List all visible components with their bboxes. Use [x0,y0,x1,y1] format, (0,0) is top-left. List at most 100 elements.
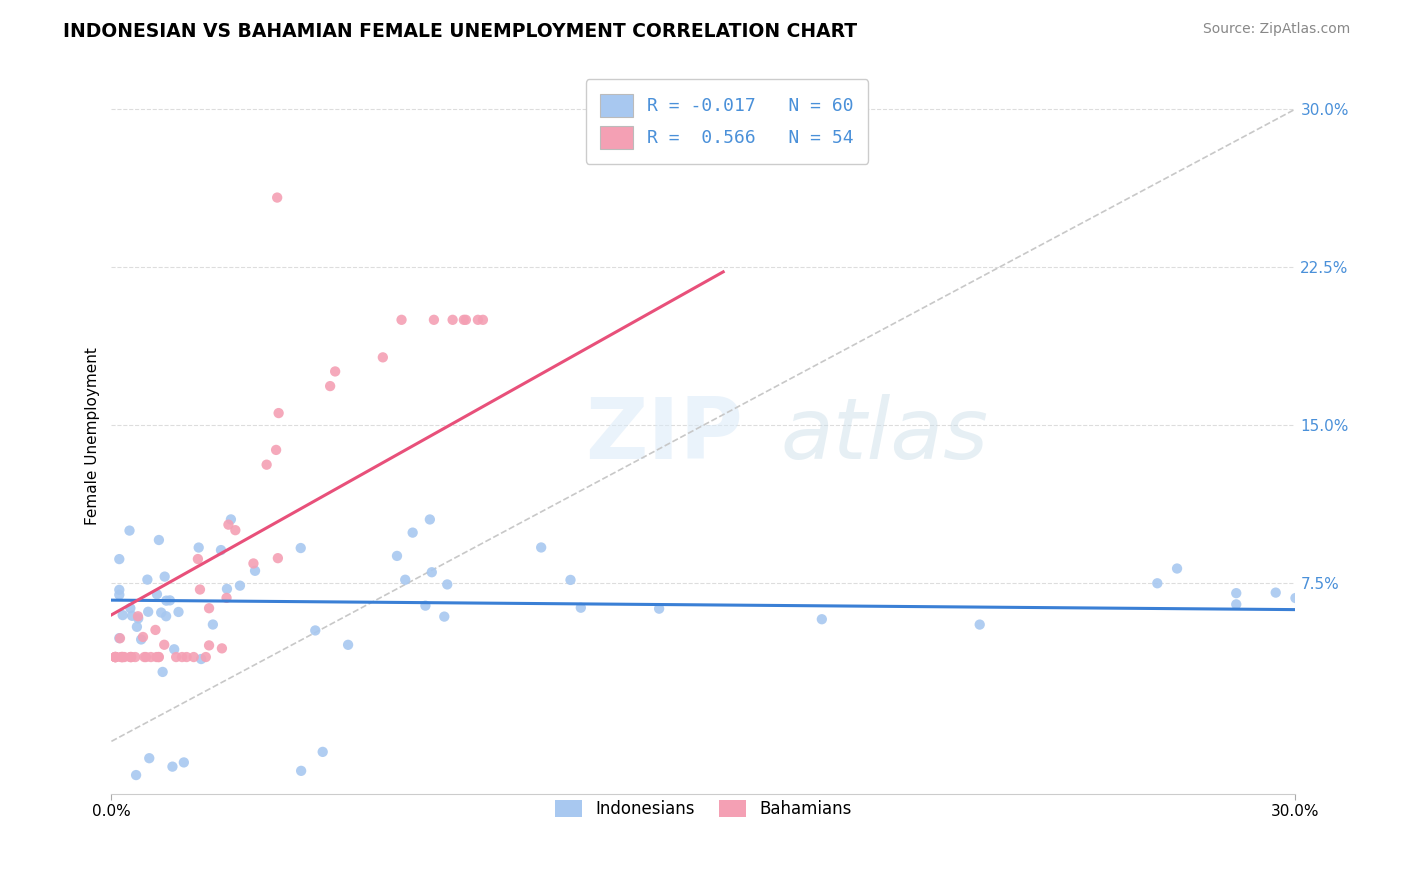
Point [111,650,134,665]
Point [136,605,159,619]
Point [127,611,149,625]
Point [146,587,169,601]
Point [1166,561,1188,575]
Point [394,573,416,587]
Point [136,573,159,587]
Point [121,608,143,623]
Point [243,564,266,578]
Point [1225,598,1247,612]
Text: INDONESIAN VS BAHAMIAN FEMALE UNEMPLOYMENT CORRELATION CHART: INDONESIAN VS BAHAMIAN FEMALE UNEMPLOYME… [63,22,858,41]
Point [1146,576,1168,591]
Point [471,313,494,327]
Point [1264,585,1286,599]
Point [323,364,346,378]
Point [150,606,173,620]
Point [111,650,134,665]
Point [267,406,290,420]
Point [267,551,290,566]
Point [433,609,456,624]
Y-axis label: Female Unemployment: Female Unemployment [86,347,100,524]
Point [114,650,136,665]
Point [290,764,312,778]
Point [135,650,157,665]
Text: Source: ZipAtlas.com: Source: ZipAtlas.com [1202,22,1350,37]
Point [108,552,131,566]
Text: atlas: atlas [780,394,988,477]
Point [167,605,190,619]
Point [217,517,239,532]
Point [155,593,177,607]
Point [120,650,142,665]
Point [224,523,246,537]
Point [215,591,238,605]
Text: ZIP: ZIP [585,394,742,477]
Point [266,190,288,204]
Point [120,650,142,665]
Point [134,650,156,665]
Point [391,313,413,327]
Point [811,612,834,626]
Point [183,650,205,665]
Point [190,652,212,666]
Point [145,623,167,637]
Point [153,638,176,652]
Point [242,557,264,571]
Point [530,541,553,555]
Point [124,650,146,665]
Point [1225,586,1247,600]
Point [371,351,394,365]
Point [337,638,360,652]
Point [201,617,224,632]
Point [969,617,991,632]
Point [127,609,149,624]
Point [1284,591,1306,605]
Point [120,601,142,615]
Point [139,650,162,665]
Point [108,588,131,602]
Point [163,642,186,657]
Point [453,313,475,327]
Point [153,569,176,583]
Point [162,759,184,773]
Point [187,552,209,566]
Point [120,650,142,665]
Point [215,582,238,596]
Point [211,641,233,656]
Point [138,751,160,765]
Point [155,609,177,624]
Point [467,313,489,327]
Point [148,533,170,547]
Point [148,650,170,665]
Point [420,566,443,580]
Point [108,631,131,645]
Point [436,577,458,591]
Point [187,541,209,555]
Point [441,313,464,327]
Point [648,601,671,615]
Point [569,600,592,615]
Point [125,620,148,634]
Point [188,582,211,597]
Point [312,745,335,759]
Point [385,549,408,563]
Point [454,313,477,327]
Point [145,650,167,665]
Legend: Indonesians, Bahamians: Indonesians, Bahamians [548,794,859,825]
Point [111,608,134,623]
Point [560,573,582,587]
Point [111,650,134,665]
Point [419,512,441,526]
Point [159,593,181,607]
Point [401,525,423,540]
Point [423,313,446,327]
Point [198,639,221,653]
Point [104,650,127,665]
Point [165,650,187,665]
Point [104,650,127,665]
Point [219,512,242,526]
Point [304,624,326,638]
Point [256,458,278,472]
Point [152,665,174,679]
Point [194,650,217,665]
Point [118,524,141,538]
